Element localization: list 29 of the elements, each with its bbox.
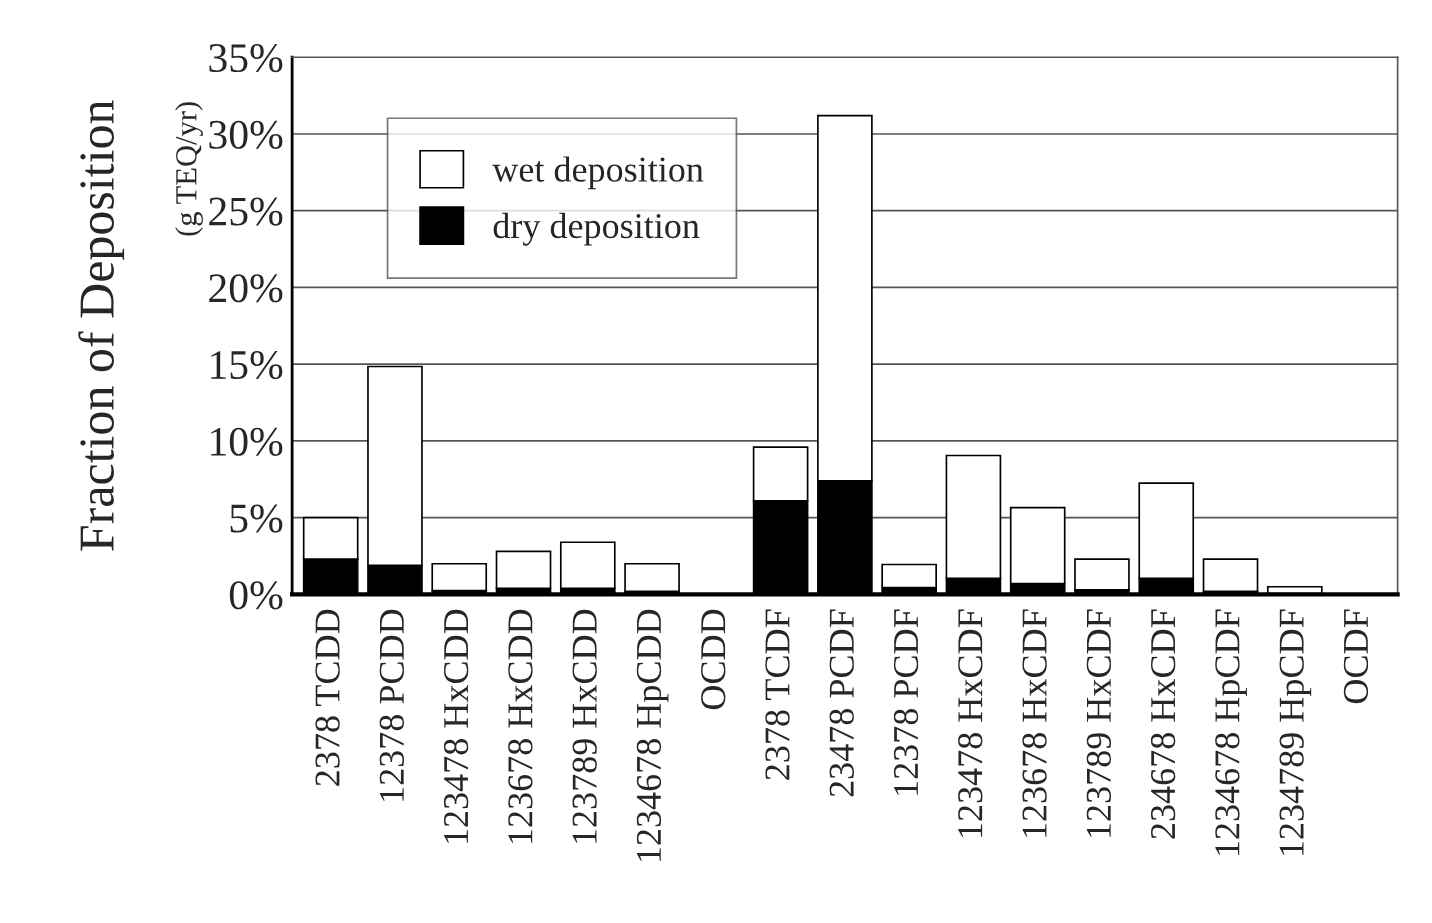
x-tick-label: OCDF [1343,609,1369,704]
y-tick-label: 0% [229,581,283,610]
y-tick-label: 10% [211,427,283,456]
x-tick-label: 123678 HxCDF [1022,609,1047,837]
x-tick-label: 123789 HxCDD [572,609,597,843]
x-tick-label: 12378 PCDD [379,609,404,801]
x-tick-label: 1234678 HpCDF [1215,609,1247,855]
y-tick-label: 30% [209,120,283,149]
x-tick-label: OCDD [701,609,726,710]
y-tick-label: 35% [209,43,283,73]
x-tick-label: 234678 HxCDF [1150,609,1176,839]
legend-label: dry deposition [493,212,700,246]
y-tick-label: 15% [211,350,283,380]
x-tick-label: 1234789 HpCDF [1279,609,1312,855]
x-tick-label: 123478 HxCDF [958,609,983,837]
legend-label: wet deposition [492,156,704,190]
y-tick-label: 25% [209,197,283,226]
y-tick-label: 20% [209,274,283,303]
x-tick-label: 12378 PCDF [893,609,919,795]
text: (g TEQ/yr) [175,102,203,236]
x-tick-label: 123678 HxCDD [508,609,533,843]
x-tick-label: 123478 HxCDD [443,609,469,843]
x-tick-label: 1234678 HpCDD [636,609,669,861]
x-tick-label: 123789 HxCDF [1086,609,1112,837]
y-axis-title: Fraction of Deposition [78,100,125,551]
y-tick-label: 5% [230,504,283,533]
x-tick-label: 2378 TCDF [765,609,790,780]
x-tick-label: 23478 PCDF [829,609,854,797]
x-tick-label: 2378 TCDD [315,609,340,786]
